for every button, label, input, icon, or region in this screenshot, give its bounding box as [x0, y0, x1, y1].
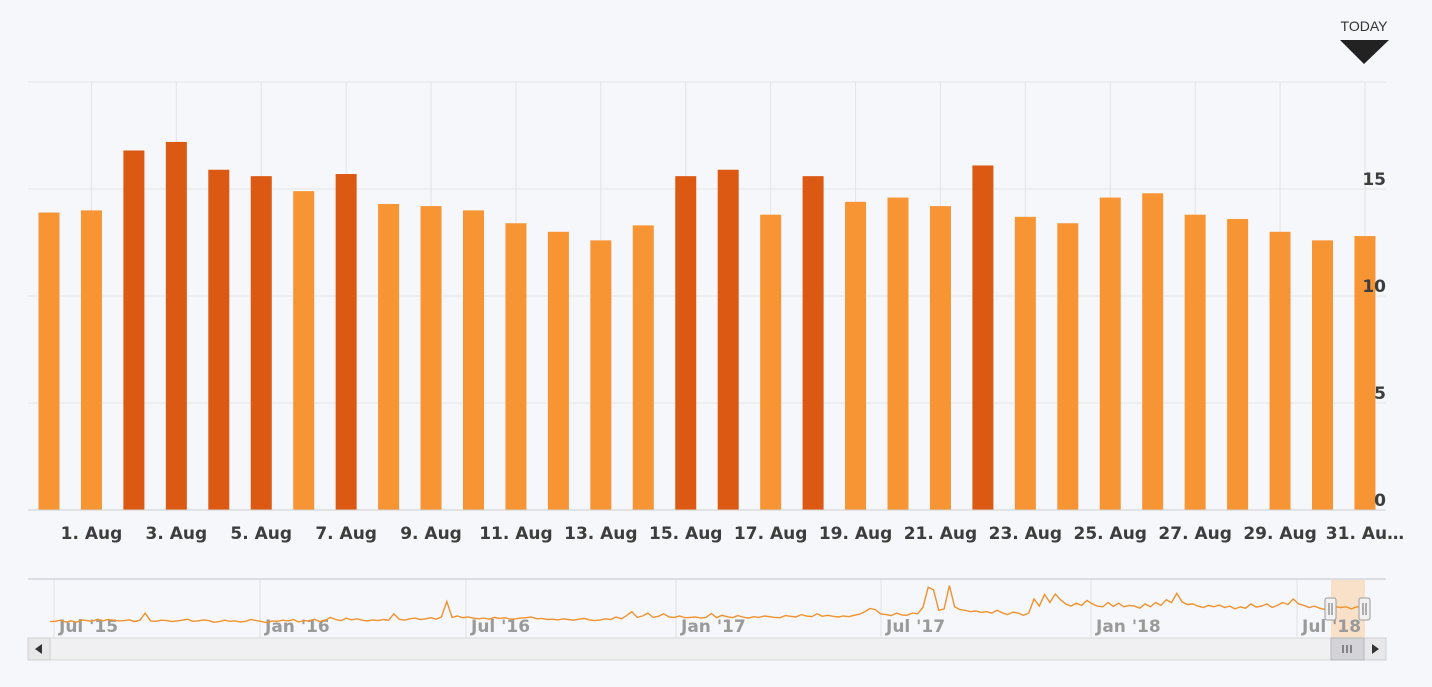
- bar[interactable]: [845, 201, 867, 510]
- x-tick-label: 19. Aug: [819, 524, 892, 544]
- chevron-right-icon: [1372, 644, 1379, 654]
- navigator-tick-label: Jan '18: [1095, 617, 1161, 637]
- bar[interactable]: [505, 223, 527, 511]
- bar[interactable]: [675, 176, 697, 510]
- bar[interactable]: [1227, 218, 1249, 510]
- bar[interactable]: [590, 240, 612, 511]
- navigator-tick-label: Jul '17: [885, 617, 945, 637]
- bar[interactable]: [165, 141, 187, 511]
- x-tick-label: 23. Aug: [989, 524, 1062, 544]
- today-marker[interactable]: TODAY: [1340, 18, 1389, 64]
- x-tick-label: 29. Aug: [1243, 524, 1316, 544]
- x-tick-label: 5. Aug: [230, 524, 292, 544]
- bar[interactable]: [335, 174, 357, 510]
- scrollbar-track[interactable]: [27, 637, 1387, 661]
- x-tick-label: 7. Aug: [315, 524, 377, 544]
- bar[interactable]: [1014, 216, 1036, 510]
- x-tick-label: 15. Aug: [649, 524, 722, 544]
- x-tick-label: 17. Aug: [734, 524, 807, 544]
- bar[interactable]: [929, 206, 951, 510]
- bar[interactable]: [80, 210, 102, 510]
- y-tick-label: 10: [1362, 277, 1386, 297]
- bar[interactable]: [717, 169, 739, 511]
- bar[interactable]: [632, 225, 654, 510]
- bar[interactable]: [250, 176, 272, 510]
- today-arrow-icon: [1340, 40, 1389, 64]
- bar[interactable]: [887, 197, 909, 510]
- navigator-series-line: [49, 585, 1363, 624]
- bar[interactable]: [293, 191, 315, 510]
- bar[interactable]: [1099, 197, 1121, 510]
- y-axis-ticks: 0 5 10 15: [1362, 170, 1386, 511]
- x-axis-ticks: 1. Aug 3. Aug 5. Aug 7. Aug 9. Aug 11. Aug 13.…: [61, 524, 1404, 544]
- bar[interactable]: [802, 176, 824, 510]
- bar[interactable]: [1354, 236, 1376, 510]
- y-tick-label: 15: [1362, 170, 1386, 190]
- x-tick-label: 1. Aug: [61, 524, 123, 544]
- x-tick-label: 13. Aug: [564, 524, 637, 544]
- bar[interactable]: [1142, 193, 1164, 510]
- bar[interactable]: [547, 231, 569, 511]
- bar[interactable]: [123, 150, 145, 511]
- bar[interactable]: [1057, 223, 1079, 511]
- x-tick-label: 21. Aug: [904, 524, 977, 544]
- navigator-ticks: Jul '15 Jan '16 Jul '16 Jan '17 Jul '17 Jan '…: [58, 617, 1361, 637]
- bar[interactable]: [1184, 214, 1206, 510]
- x-tick-label: 11. Aug: [479, 524, 552, 544]
- navigator-tick-label: Jul '16: [470, 617, 530, 637]
- x-tick-label: 9. Aug: [400, 524, 462, 544]
- navigator-tick-label: Jul '18: [1301, 617, 1361, 637]
- bar[interactable]: [420, 206, 442, 510]
- y-tick-label: 0: [1374, 491, 1386, 511]
- x-tick-label: 3. Aug: [146, 524, 208, 544]
- bars-layer: [38, 141, 1376, 511]
- bar[interactable]: [1269, 231, 1291, 511]
- chevron-left-icon: [35, 644, 42, 654]
- bar[interactable]: [208, 169, 230, 511]
- bar[interactable]: [463, 210, 484, 510]
- navigator-handle-right[interactable]: [1358, 597, 1371, 621]
- y-tick-label: 5: [1374, 384, 1386, 404]
- scrollbar[interactable]: [27, 637, 1387, 661]
- bar[interactable]: [378, 203, 400, 511]
- bar[interactable]: [972, 165, 994, 510]
- navigator-tick-label: Jan '17: [680, 617, 746, 637]
- x-tick-label: 27. Aug: [1158, 524, 1231, 544]
- today-label: TODAY: [1341, 18, 1389, 34]
- navigator-grid: [53, 580, 1298, 638]
- navigator[interactable]: Jul '15 Jan '16 Jul '16 Jan '17 Jul '17 Jan '…: [28, 578, 1386, 638]
- x-tick-label: 25. Aug: [1074, 524, 1147, 544]
- navigator-handle-left[interactable]: [1324, 597, 1337, 621]
- bar[interactable]: [38, 212, 60, 511]
- bar[interactable]: [760, 214, 782, 510]
- grid-layer: [28, 81, 1386, 510]
- navigator-tick-label: Jan '16: [264, 617, 330, 637]
- bar[interactable]: [1312, 240, 1333, 511]
- x-tick-label: 31. Au…: [1326, 524, 1404, 544]
